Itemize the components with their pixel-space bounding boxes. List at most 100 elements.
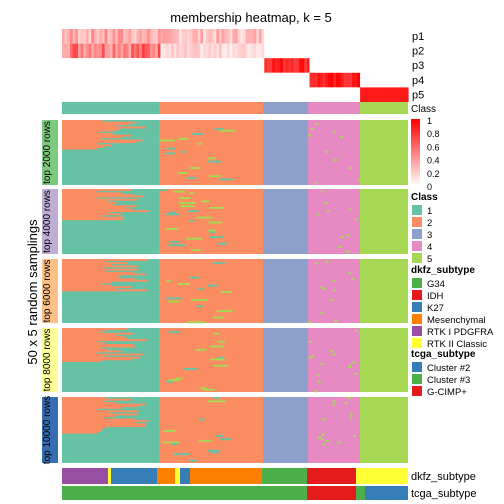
- membership-cell: [211, 87, 215, 102]
- membership-cell: [149, 43, 154, 59]
- membership-cell: [117, 87, 122, 102]
- membership-cell: [392, 87, 396, 102]
- membership-cell: [229, 58, 233, 73]
- dkfz-subtype-segment: [307, 468, 356, 484]
- membership-cell: [317, 43, 321, 59]
- membership-cell: [258, 87, 263, 102]
- class-mix-cell: [177, 172, 188, 174]
- class-mix-cell: [62, 205, 137, 208]
- membership-cell: [83, 29, 87, 44]
- class-mix-cell: [213, 364, 228, 367]
- membership-cell: [136, 29, 140, 44]
- membership-cell: [386, 87, 390, 102]
- class-mix-cell: [163, 430, 176, 432]
- membership-cell: [298, 87, 303, 102]
- class-mix-cell: [346, 234, 350, 237]
- membership-cell: [352, 72, 356, 88]
- membership-cell: [205, 72, 209, 88]
- membership-cell: [72, 87, 76, 102]
- membership-cell: [80, 58, 84, 73]
- tcga-subtype-segment: [62, 486, 262, 500]
- membership-cell: [67, 43, 71, 59]
- row-group-bar: [42, 189, 58, 254]
- class-block-4: [308, 328, 360, 392]
- dkfz-subtype-segment: [190, 468, 262, 484]
- class-mix-cell: [322, 443, 326, 446]
- membership-cell: [160, 72, 164, 88]
- membership-cell: [352, 29, 356, 44]
- membership-cell: [133, 43, 138, 59]
- membership-cell: [397, 87, 401, 102]
- membership-cell: [141, 29, 146, 44]
- membership-cell: [288, 43, 292, 59]
- membership-cell: [402, 58, 406, 73]
- membership-cell: [392, 29, 396, 44]
- class-mix-cell: [186, 176, 197, 179]
- class-mix-cell: [62, 198, 138, 201]
- class-mix-cell: [62, 141, 137, 144]
- class-mix-cell: [62, 195, 144, 198]
- membership-cell: [245, 43, 249, 59]
- class-mix-cell: [62, 405, 138, 408]
- class-mix-cell: [62, 192, 122, 195]
- class-block-5: [360, 189, 408, 254]
- membership-cell: [320, 72, 324, 88]
- class-mix-cell: [217, 242, 227, 245]
- class-mix-cell: [160, 189, 167, 191]
- membership-cell: [365, 72, 369, 88]
- membership-cell: [227, 87, 231, 102]
- membership-cell: [208, 29, 212, 44]
- membership-cell: [184, 29, 188, 44]
- membership-cell: [64, 72, 68, 88]
- membership-cell: [309, 43, 313, 59]
- membership-cell: [354, 72, 359, 88]
- class-block-5: [360, 328, 408, 392]
- class-mix-cell: [62, 353, 145, 356]
- membership-cell: [253, 72, 257, 88]
- class-mix-cell: [62, 420, 149, 423]
- membership-cell: [149, 87, 154, 102]
- membership-cell: [370, 29, 374, 44]
- membership-cell: [293, 87, 297, 102]
- membership-cell: [336, 58, 340, 73]
- class-mix-cell: [62, 210, 149, 213]
- membership-cell: [155, 87, 159, 102]
- membership-cell: [211, 29, 215, 44]
- membership-cell: [325, 58, 329, 73]
- membership-cell: [256, 29, 260, 44]
- color-scale-tick: 0.6: [427, 142, 440, 152]
- membership-cell: [306, 72, 311, 88]
- class-mix-cell: [62, 403, 146, 406]
- class-mix-cell: [206, 284, 218, 287]
- membership-cell: [304, 43, 308, 59]
- dkfz-legend-label: G34: [427, 279, 445, 290]
- membership-cell: [176, 29, 180, 44]
- row-group-annotations: top 2000 rows top 4000 rows top 6000 rows t…: [42, 120, 58, 464]
- class-mix-cell: [209, 358, 225, 361]
- membership-cell: [320, 87, 324, 102]
- class-mix-cell: [170, 241, 180, 243]
- membership-cell: [235, 29, 239, 44]
- class-bar-segment-4: [308, 102, 360, 114]
- membership-cell: [368, 72, 372, 88]
- membership-cell: [128, 72, 132, 88]
- membership-cell: [173, 43, 178, 59]
- membership-cell: [322, 72, 327, 88]
- membership-cell: [405, 87, 409, 102]
- class-mix-cell: [62, 267, 104, 269]
- class-mix-cell: [355, 329, 359, 332]
- membership-cell: [266, 87, 271, 102]
- membership-cell: [322, 29, 327, 44]
- membership-cell: [349, 29, 353, 44]
- membership-cell: [147, 58, 151, 73]
- membership-cell: [93, 72, 98, 88]
- class-mix-cell: [62, 133, 113, 135]
- class-mix-cell: [62, 206, 126, 209]
- class-mix-cell: [208, 231, 215, 234]
- membership-cell: [269, 43, 273, 59]
- row-group-label: top 8000 rows: [42, 329, 53, 392]
- membership-cell: [187, 29, 191, 44]
- membership-cell: [306, 29, 311, 44]
- membership-cell: [330, 29, 335, 44]
